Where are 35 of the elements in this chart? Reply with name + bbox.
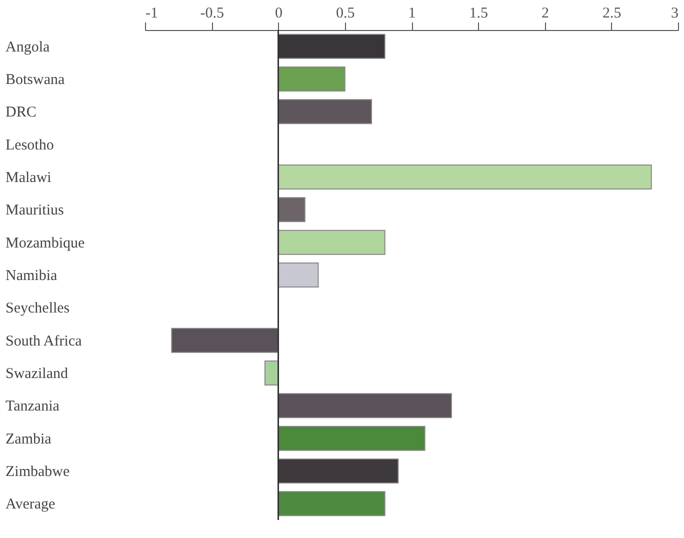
bar: [278, 426, 426, 451]
y-tick-label: Tanzania: [6, 398, 60, 415]
x-tick-label: -0.5: [200, 6, 224, 22]
y-tick-label: Swaziland: [6, 366, 68, 382]
y-tick-label: Zimbabwe: [6, 464, 70, 480]
y-tick-label: Average: [6, 496, 56, 513]
y-tick-label: Seychelles: [6, 300, 70, 317]
bar: [278, 393, 452, 418]
x-tick-label: -1: [146, 6, 158, 22]
x-tick-label: 1: [408, 6, 416, 22]
bar: [278, 164, 652, 190]
x-tick-label: 2.5: [602, 6, 622, 22]
y-tick-label: Mauritius: [6, 202, 64, 219]
x-tick-label: 3: [671, 6, 678, 22]
y-tick-label: Malawi: [6, 170, 52, 186]
x-tick-label: 0: [275, 6, 282, 22]
bar: [278, 262, 319, 288]
x-tick-label: 1.5: [469, 6, 488, 22]
y-tick-label: DRC: [6, 104, 36, 121]
y-tick-label: South Africa: [6, 333, 82, 350]
bar: [264, 360, 279, 386]
bar: [278, 99, 372, 124]
bar: [171, 328, 279, 353]
y-tick-label: Botswana: [6, 72, 65, 88]
x-tick-label: 2: [542, 6, 549, 22]
y-tick-label: Lesotho: [6, 137, 54, 154]
bar: [278, 66, 346, 92]
y-tick-label: Angola: [6, 39, 50, 56]
bar: [278, 491, 386, 516]
x-tick-label: 0.5: [336, 6, 355, 22]
bar: [278, 197, 306, 222]
y-tick-label: Zambia: [6, 431, 52, 448]
y-tick-label: Mozambique: [6, 235, 85, 252]
bar: [278, 230, 386, 255]
y-tick-label: Namibia: [6, 268, 58, 284]
